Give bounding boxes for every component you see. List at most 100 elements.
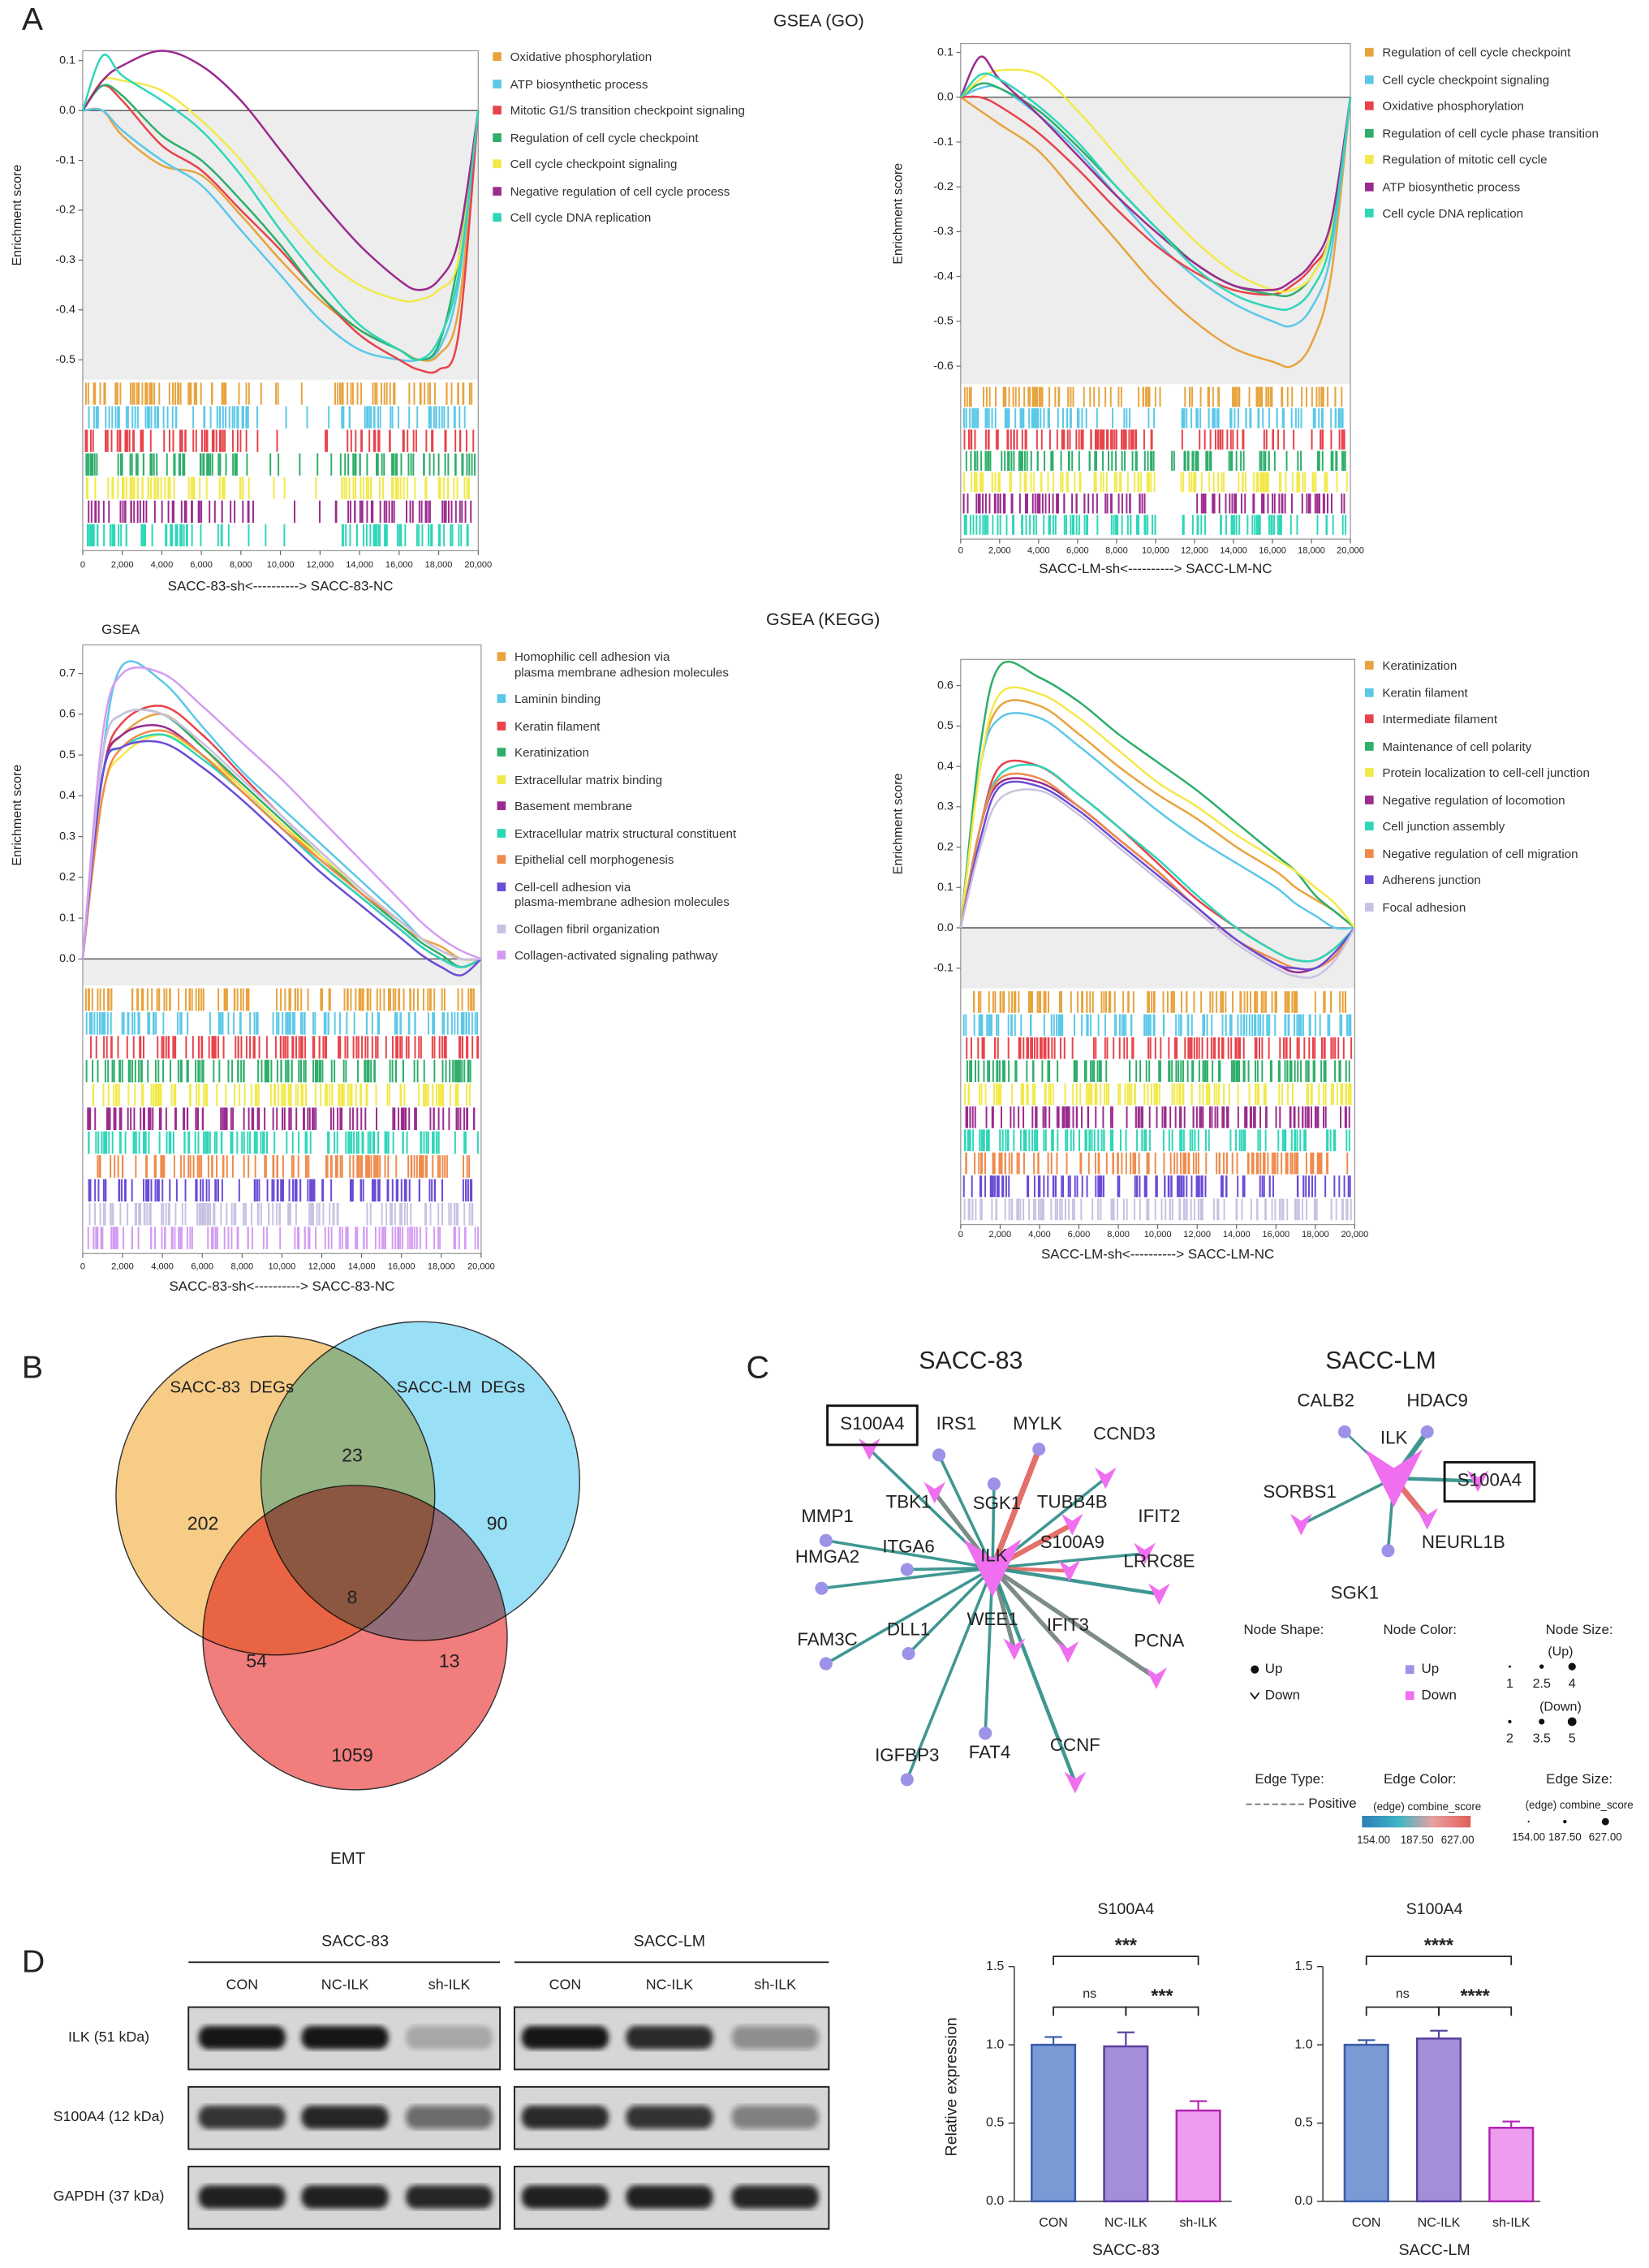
legend-title: Edge Size: bbox=[1546, 1771, 1612, 1787]
y-tick-label: -0.6 bbox=[933, 360, 954, 373]
y-tick-label: -0.1 bbox=[933, 961, 954, 974]
bar bbox=[1343, 2043, 1389, 2203]
legend-swatch bbox=[493, 106, 502, 115]
legend-item: Regulation of mitotic cell cycle bbox=[1364, 152, 1640, 179]
y-tick-label: 0.3 bbox=[937, 800, 954, 813]
x-tick-label: 0 bbox=[958, 545, 963, 555]
x-tick-label: 20,000 bbox=[1337, 545, 1364, 555]
venn-count: 202 bbox=[187, 1512, 219, 1533]
legend-item: Cell cycle checkpoint signaling bbox=[493, 157, 768, 183]
hit-rug bbox=[88, 406, 466, 429]
x-tick-label: 20,000 bbox=[464, 560, 492, 570]
y-tick-label: -0.5 bbox=[933, 315, 954, 328]
legend-symbol bbox=[1539, 1664, 1544, 1669]
node-label: IFIT3 bbox=[1047, 1615, 1089, 1635]
bar bbox=[1175, 2109, 1221, 2203]
legend-item: Extracellular matrix binding bbox=[497, 772, 773, 799]
network-hub bbox=[963, 1538, 1022, 1598]
x-tick-label: 4,000 bbox=[151, 1261, 174, 1271]
network-node bbox=[900, 1563, 914, 1576]
y-tick-label: -0.1 bbox=[933, 136, 954, 149]
y-tick-label: 0.4 bbox=[59, 789, 75, 802]
bar bbox=[1488, 2127, 1535, 2203]
error-bar bbox=[1117, 2031, 1135, 2046]
x-tick-label: 10,000 bbox=[1144, 1230, 1172, 1240]
legend-swatch bbox=[1364, 209, 1374, 218]
x-tick-label: 16,000 bbox=[388, 1261, 415, 1271]
legend-label: (edge) combine_score bbox=[1373, 1800, 1481, 1813]
legend-swatch bbox=[497, 801, 506, 810]
blot-band bbox=[301, 2025, 389, 2050]
y-tick-label: 0.2 bbox=[59, 871, 75, 884]
x-axis-label: SACC-LM-sh<----------> SACC-LM-NC bbox=[1041, 1247, 1274, 1262]
network-node bbox=[1148, 1583, 1170, 1606]
legend-label: Keratinization bbox=[1382, 658, 1457, 673]
legend: Regulation of cell cycle checkpoint Cell … bbox=[1364, 45, 1640, 221]
legend-label: Oxidative phosphorylation bbox=[510, 49, 652, 64]
error-bar bbox=[1044, 2036, 1062, 2046]
blot-band bbox=[406, 2106, 493, 2129]
hit-rug bbox=[92, 1084, 471, 1106]
node-label: HDAC9 bbox=[1406, 1390, 1468, 1410]
es-curve bbox=[959, 68, 1352, 293]
hit-rug bbox=[962, 494, 1345, 514]
error-bar bbox=[1357, 2039, 1376, 2046]
x-tick-label: 14,000 bbox=[346, 560, 373, 570]
legend-label: 187.50 bbox=[1401, 1834, 1434, 1846]
significance-label: ns bbox=[1083, 1986, 1096, 2001]
x-tick-label: 12,000 bbox=[1181, 545, 1208, 555]
y-tick-label: -0.4 bbox=[933, 269, 954, 282]
network-title: SACC-83 bbox=[919, 1347, 1023, 1374]
es-curve bbox=[959, 788, 1356, 979]
node-label: CCND3 bbox=[1093, 1423, 1156, 1443]
node-label: CCNF bbox=[1050, 1735, 1100, 1755]
legend-symbol bbox=[1508, 1719, 1512, 1724]
legend-item: Oxidative phosphorylation bbox=[1364, 98, 1640, 125]
legend-swatch bbox=[1364, 127, 1374, 137]
network-node bbox=[1134, 1542, 1156, 1565]
error-bar bbox=[1430, 2029, 1448, 2039]
x-axis-label: SACC-83-sh<----------> SACC-83-NC bbox=[169, 1278, 394, 1294]
legend-item: Protein localization to cell-cell juncti… bbox=[1364, 765, 1640, 792]
node-label: ITGA6 bbox=[882, 1537, 934, 1557]
legend-label: Cell cycle checkpoint signaling bbox=[1382, 71, 1550, 87]
blot-band bbox=[406, 2185, 493, 2209]
y-tick-label: 0.1 bbox=[59, 912, 75, 925]
legend-item: Cell junction assembly bbox=[1364, 819, 1640, 846]
legend-item: Regulation of cell cycle checkpoint bbox=[1364, 45, 1640, 71]
legend-swatch bbox=[497, 721, 506, 730]
legend-swatch bbox=[493, 159, 502, 169]
legend-item: ATP biosynthetic process bbox=[493, 76, 768, 103]
error-bar bbox=[1189, 2100, 1208, 2111]
legend-label: Up bbox=[1265, 1661, 1283, 1676]
y-tick-label: 0.5 bbox=[937, 719, 954, 732]
venn-set-label: EMT bbox=[330, 1849, 366, 1868]
network-node bbox=[1337, 1425, 1351, 1438]
network-hub bbox=[1364, 1449, 1423, 1507]
significance-bracket bbox=[1438, 2006, 1513, 2016]
lane-label: sh-ILK bbox=[755, 1977, 797, 1993]
es-curve bbox=[959, 712, 1355, 930]
es-curve bbox=[81, 666, 482, 960]
legend-label: Basement membrane bbox=[514, 798, 633, 813]
legend-symbol bbox=[1405, 1691, 1414, 1701]
significance-bracket bbox=[1365, 2006, 1440, 2016]
chart-title: S100A4 bbox=[1097, 1900, 1154, 1918]
legend-item: Focal adhesion bbox=[1364, 899, 1640, 926]
legend-label: 154.00 bbox=[1357, 1834, 1390, 1846]
legend-title: Edge Color: bbox=[1384, 1771, 1457, 1787]
legend-symbol bbox=[1601, 1817, 1609, 1826]
network-node bbox=[1289, 1513, 1312, 1536]
bar bbox=[1031, 2043, 1077, 2203]
x-tick-label: 20,000 bbox=[1341, 1230, 1369, 1240]
legend-title: Edge Type: bbox=[1255, 1771, 1324, 1787]
hit-rug bbox=[90, 1036, 480, 1059]
legend-label: Cell cycle DNA replication bbox=[1382, 205, 1524, 221]
hub-label: ILK bbox=[980, 1545, 1008, 1565]
legend-label: Cell cycle DNA replication bbox=[510, 209, 652, 225]
legend-swatch bbox=[493, 132, 502, 142]
chart-title: S100A4 bbox=[1406, 1900, 1463, 1918]
legend-swatch bbox=[1364, 155, 1374, 164]
legend-label: Mitotic G1/S transition checkpoint signa… bbox=[510, 102, 745, 118]
